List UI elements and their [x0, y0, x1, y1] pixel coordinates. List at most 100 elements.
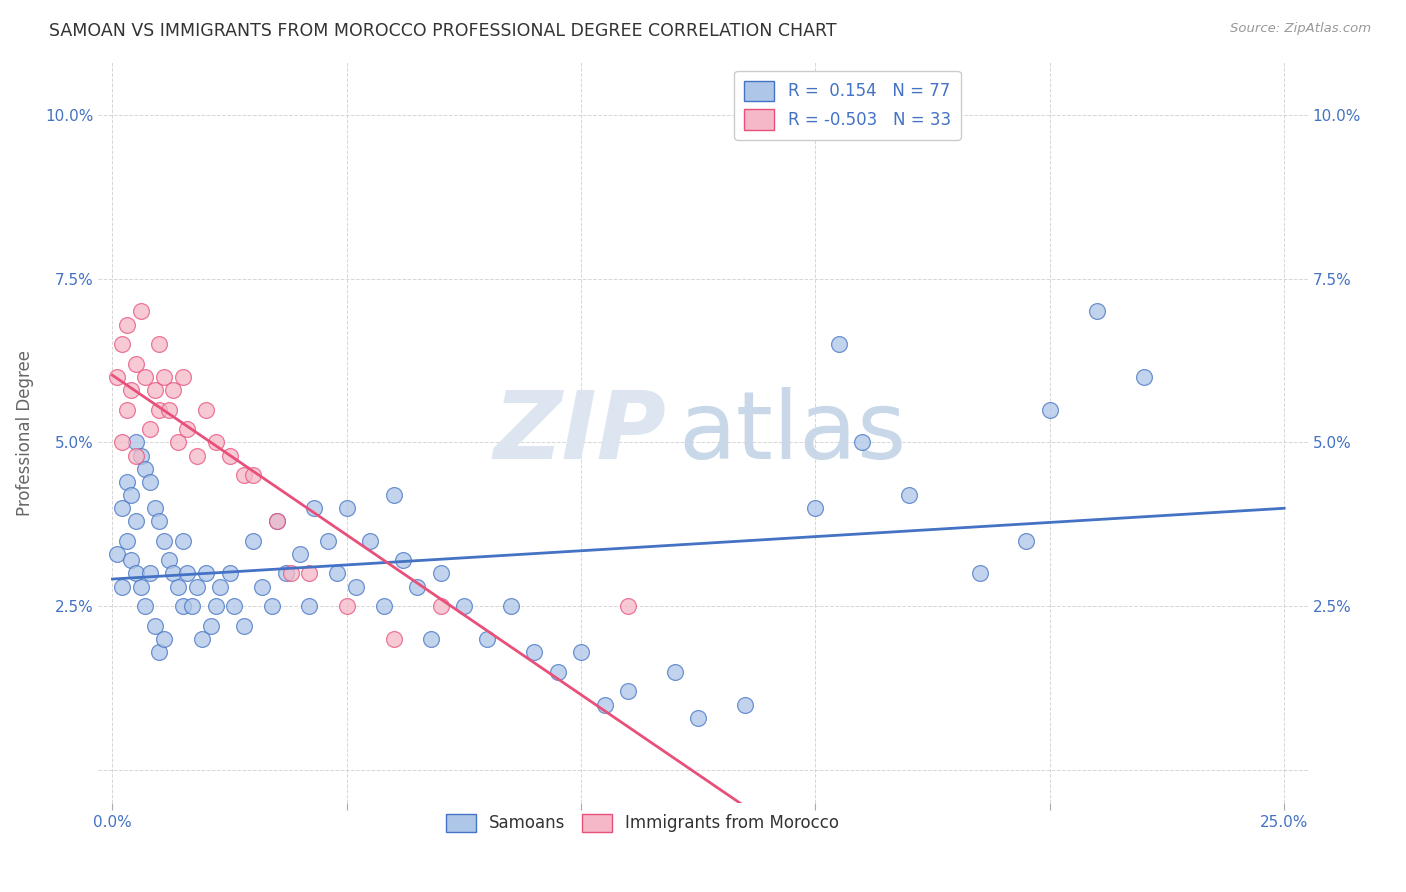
- Point: [153, 632, 176, 646]
- Text: atlas: atlas: [679, 386, 907, 479]
- Point: [382, 488, 405, 502]
- Point: [195, 566, 218, 581]
- Point: [148, 645, 170, 659]
- Point: [143, 619, 166, 633]
- Point: [593, 698, 616, 712]
- Point: [115, 318, 138, 332]
- Point: [664, 665, 686, 679]
- Point: [172, 370, 194, 384]
- Point: [266, 514, 288, 528]
- Point: [392, 553, 415, 567]
- Point: [734, 698, 756, 712]
- Point: [1132, 370, 1154, 384]
- Point: [218, 449, 240, 463]
- Point: [1039, 402, 1062, 417]
- Point: [111, 337, 134, 351]
- Point: [115, 475, 138, 489]
- Point: [167, 580, 190, 594]
- Point: [129, 449, 152, 463]
- Point: [105, 547, 128, 561]
- Point: [176, 422, 198, 436]
- Point: [172, 533, 194, 548]
- Point: [195, 402, 218, 417]
- Point: [1015, 533, 1038, 548]
- Point: [148, 402, 170, 417]
- Point: [162, 383, 184, 397]
- Point: [153, 533, 176, 548]
- Point: [167, 435, 190, 450]
- Point: [266, 514, 288, 528]
- Point: [181, 599, 204, 614]
- Point: [617, 684, 640, 698]
- Point: [232, 468, 254, 483]
- Point: [523, 645, 546, 659]
- Point: [288, 547, 311, 561]
- Point: [162, 566, 184, 581]
- Point: [153, 370, 176, 384]
- Point: [260, 599, 283, 614]
- Point: [134, 370, 156, 384]
- Point: [143, 383, 166, 397]
- Point: [804, 500, 827, 515]
- Text: Source: ZipAtlas.com: Source: ZipAtlas.com: [1230, 22, 1371, 36]
- Point: [190, 632, 212, 646]
- Point: [125, 435, 148, 450]
- Point: [547, 665, 569, 679]
- Point: [209, 580, 232, 594]
- Point: [143, 500, 166, 515]
- Point: [406, 580, 429, 594]
- Point: [302, 500, 325, 515]
- Point: [120, 488, 142, 502]
- Point: [298, 566, 321, 581]
- Point: [280, 566, 302, 581]
- Point: [186, 580, 208, 594]
- Point: [120, 383, 142, 397]
- Point: [382, 632, 405, 646]
- Point: [298, 599, 321, 614]
- Point: [898, 488, 921, 502]
- Point: [453, 599, 475, 614]
- Point: [359, 533, 381, 548]
- Point: [125, 566, 148, 581]
- Point: [326, 566, 349, 581]
- Point: [420, 632, 443, 646]
- Point: [242, 468, 264, 483]
- Point: [274, 566, 297, 581]
- Point: [499, 599, 522, 614]
- Point: [172, 599, 194, 614]
- Point: [224, 599, 246, 614]
- Legend: Samoans, Immigrants from Morocco: Samoans, Immigrants from Morocco: [439, 807, 846, 838]
- Point: [148, 337, 170, 351]
- Point: [1085, 304, 1108, 318]
- Point: [134, 461, 156, 475]
- Point: [115, 402, 138, 417]
- Point: [139, 566, 162, 581]
- Point: [111, 500, 134, 515]
- Point: [139, 422, 162, 436]
- Point: [851, 435, 873, 450]
- Point: [477, 632, 499, 646]
- Point: [429, 599, 451, 614]
- Point: [252, 580, 274, 594]
- Point: [336, 599, 359, 614]
- Point: [204, 435, 226, 450]
- Point: [688, 711, 710, 725]
- Point: [232, 619, 254, 633]
- Point: [157, 553, 180, 567]
- Point: [344, 580, 367, 594]
- Point: [134, 599, 156, 614]
- Point: [115, 533, 138, 548]
- Point: [218, 566, 240, 581]
- Point: [139, 475, 162, 489]
- Point: [120, 553, 142, 567]
- Point: [969, 566, 991, 581]
- Point: [617, 599, 640, 614]
- Point: [828, 337, 851, 351]
- Point: [148, 514, 170, 528]
- Point: [204, 599, 226, 614]
- Point: [176, 566, 198, 581]
- Point: [157, 402, 180, 417]
- Point: [186, 449, 208, 463]
- Point: [125, 514, 148, 528]
- Point: [242, 533, 264, 548]
